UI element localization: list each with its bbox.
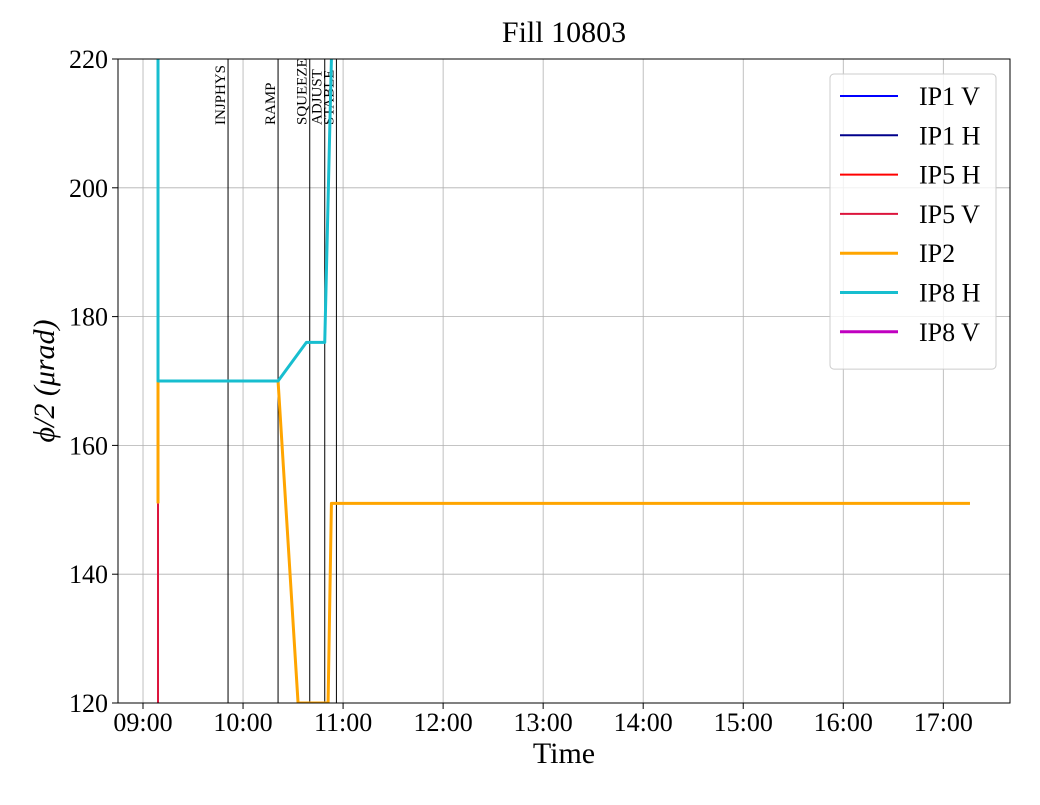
x-axis-label: Time	[533, 737, 595, 770]
mode-label: ADJUST	[310, 69, 326, 125]
y-tick-label: 160	[69, 431, 108, 460]
legend-label: IP5 H	[919, 161, 981, 190]
chart-title: Fill 10803	[502, 16, 626, 49]
y-tick-label: 200	[69, 174, 108, 203]
mode-label: INJPHYS	[213, 65, 229, 125]
y-tick-label: 120	[69, 689, 108, 718]
legend-box	[829, 73, 997, 370]
legend-label: IP8 V	[919, 318, 980, 347]
x-tick-label: 16:00	[814, 708, 873, 737]
legend-label: IP5 V	[919, 200, 980, 229]
mode-label: SQUEEZE	[295, 58, 311, 125]
legend-label: IP1 V	[919, 82, 980, 111]
y-tick-label: 180	[69, 303, 108, 332]
x-tick-label: 09:00	[113, 708, 172, 737]
y-tick-label: 220	[69, 45, 108, 74]
plot-frame	[117, 58, 1011, 704]
legend-label: IP8 H	[919, 279, 981, 308]
x-tick-label: 13:00	[514, 708, 573, 737]
ticks: 120 140 160 180 200 220 09:00 10:00 11:00 12:00 13…	[69, 45, 973, 737]
mode-label: RAMP	[263, 82, 279, 125]
x-tick-label: 11:00	[314, 708, 372, 737]
grid	[118, 58, 1010, 704]
series-line	[156, 59, 333, 383]
y-tick-label: 140	[69, 560, 108, 589]
x-tick-label: 15:00	[714, 708, 773, 737]
x-tick-label: 17:00	[914, 708, 973, 737]
legend-label: IP1 H	[919, 121, 981, 150]
legend-label: IP2	[919, 239, 955, 268]
x-tick-label: 14:00	[614, 708, 673, 737]
x-tick-label: 10:00	[213, 708, 272, 737]
x-tick-label: 12:00	[414, 708, 473, 737]
legend: IP1 V IP1 H IP5 H IP5 V IP2 IP8 H IP8 V	[829, 73, 997, 370]
y-axis-label: ϕ/2 (μrad)	[28, 319, 61, 442]
lines	[156, 59, 970, 703]
